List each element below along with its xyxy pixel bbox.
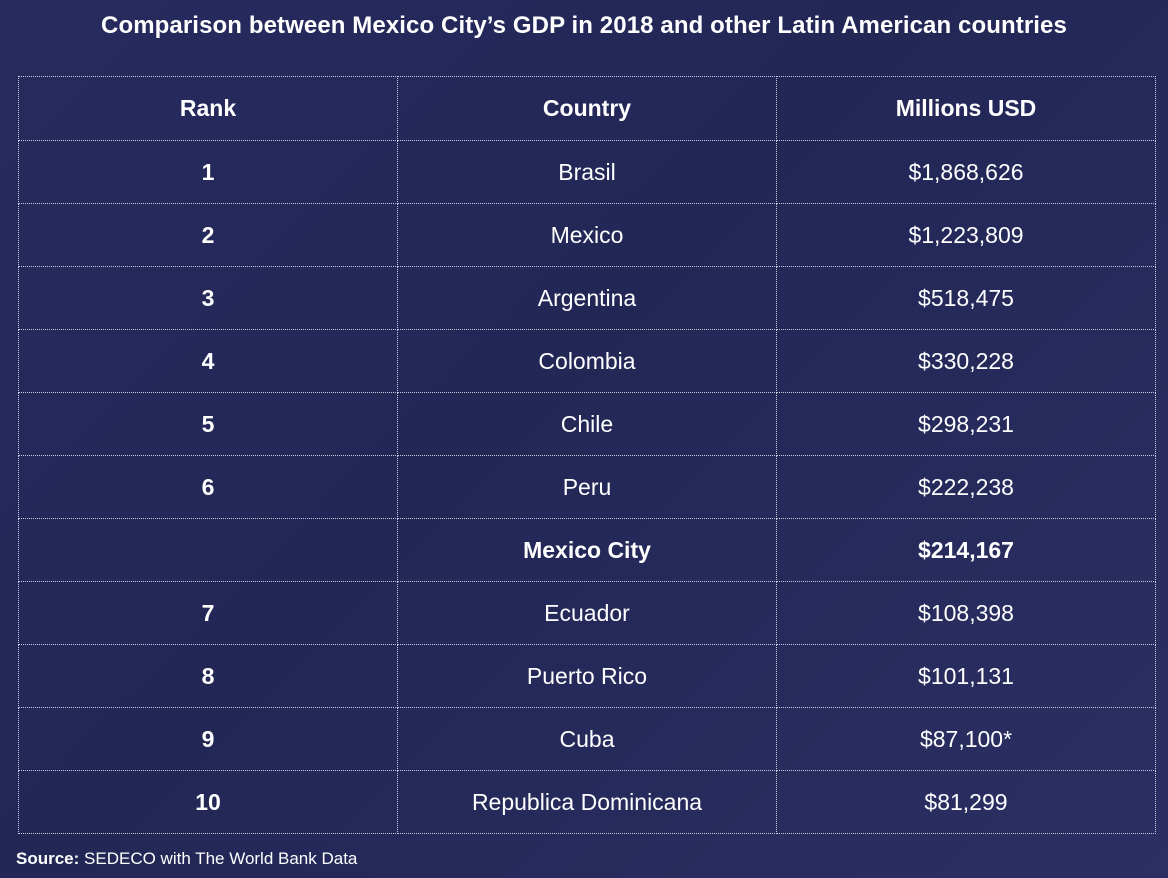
- value-cell: $108,398: [776, 581, 1156, 645]
- value-cell: $214,167: [776, 518, 1156, 582]
- table-row: 6 Peru $222,238: [18, 455, 1156, 519]
- column-header-rank: Rank: [18, 76, 398, 141]
- rank-cell: 5: [18, 392, 398, 456]
- country-cell: Chile: [397, 392, 777, 456]
- gdp-table: Rank Country Millions USD 1 Brasil $1,868,…: [18, 76, 1156, 834]
- table-header-row: Rank Country Millions USD: [18, 76, 1156, 141]
- source-note: Source: SEDECO with The World Bank Data: [16, 849, 357, 869]
- country-cell: Republica Dominicana: [397, 770, 777, 834]
- country-cell: Brasil: [397, 140, 777, 204]
- rank-cell: 7: [18, 581, 398, 645]
- country-cell: Ecuador: [397, 581, 777, 645]
- value-cell: $1,868,626: [776, 140, 1156, 204]
- table-row: 7 Ecuador $108,398: [18, 581, 1156, 645]
- rank-cell: 8: [18, 644, 398, 708]
- country-cell: Cuba: [397, 707, 777, 771]
- value-cell: $330,228: [776, 329, 1156, 393]
- country-cell: Mexico City: [397, 518, 777, 582]
- country-cell: Argentina: [397, 266, 777, 330]
- value-cell: $1,223,809: [776, 203, 1156, 267]
- table-row-highlight: Mexico City $214,167: [18, 518, 1156, 582]
- column-header-millions-usd: Millions USD: [776, 76, 1156, 141]
- table-row: 9 Cuba $87,100*: [18, 707, 1156, 771]
- value-cell: $518,475: [776, 266, 1156, 330]
- country-cell: Colombia: [397, 329, 777, 393]
- table-row: 4 Colombia $330,228: [18, 329, 1156, 393]
- value-cell: $222,238: [776, 455, 1156, 519]
- value-cell: $81,299: [776, 770, 1156, 834]
- value-cell: $298,231: [776, 392, 1156, 456]
- chart-title: Comparison between Mexico City’s GDP in …: [101, 12, 1067, 39]
- rank-cell: 3: [18, 266, 398, 330]
- table-row: 3 Argentina $518,475: [18, 266, 1156, 330]
- source-label: Source:: [16, 849, 80, 868]
- table-body: 1 Brasil $1,868,626 2 Mexico $1,223,809 3 Argen…: [18, 140, 1156, 834]
- table-row: 8 Puerto Rico $101,131: [18, 644, 1156, 708]
- value-cell: $87,100*: [776, 707, 1156, 771]
- country-cell: Puerto Rico: [397, 644, 777, 708]
- rank-cell: [18, 518, 398, 582]
- rank-cell: 1: [18, 140, 398, 204]
- table-row: 2 Mexico $1,223,809: [18, 203, 1156, 267]
- table-row: 5 Chile $298,231: [18, 392, 1156, 456]
- country-cell: Mexico: [397, 203, 777, 267]
- country-cell: Peru: [397, 455, 777, 519]
- rank-cell: 4: [18, 329, 398, 393]
- source-text: SEDECO with The World Bank Data: [79, 849, 358, 868]
- table-row: 1 Brasil $1,868,626: [18, 140, 1156, 204]
- rank-cell: 6: [18, 455, 398, 519]
- value-cell: $101,131: [776, 644, 1156, 708]
- rank-cell: 9: [18, 707, 398, 771]
- rank-cell: 10: [18, 770, 398, 834]
- table-row: 10 Republica Dominicana $81,299: [18, 770, 1156, 834]
- rank-cell: 2: [18, 203, 398, 267]
- column-header-country: Country: [397, 76, 777, 141]
